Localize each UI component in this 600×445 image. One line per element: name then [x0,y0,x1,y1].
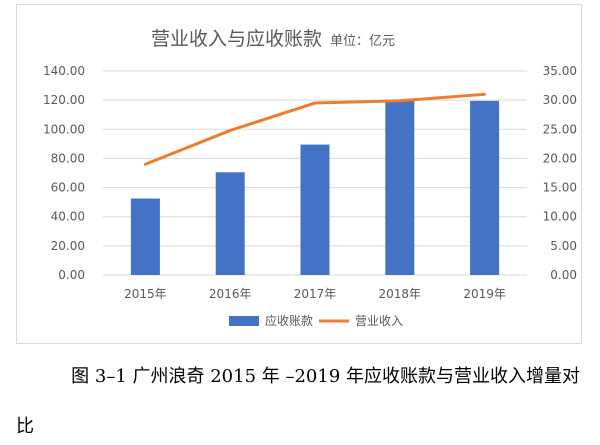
bar [385,100,415,275]
y-left-tick-label: 20.00 [51,239,85,253]
combo-chart: 营业收入与应收账款 单位：亿元 0.00 20.00 40.00 60.00 80.00 10… [43,28,577,328]
y-right-tick-label: 35.00 [543,64,577,78]
y-right-tick-label: 20.00 [543,151,577,165]
chart-frame: 营业收入与应收账款 单位：亿元 0.00 20.00 40.00 60.00 80.00 10… [16,4,582,344]
y-left-tick-label: 100.00 [43,122,85,136]
y-right-tick-label: 30.00 [543,93,577,107]
x-tick-label: 2017年 [294,287,337,301]
y-left-tick-label: 40.00 [51,210,85,224]
x-tick-label: 2016年 [209,287,252,301]
y-left-tick-label: 80.00 [51,151,85,165]
y-right-tick-label: 15.00 [543,181,577,195]
legend-line-label: 营业收入 [355,314,403,328]
y-left-tick-label: 120.00 [43,93,85,107]
bar [215,172,245,275]
x-tick-label: 2019年 [463,287,506,301]
chart-unit-label: 单位：亿元 [330,34,395,49]
figure-caption-line-2: 比 [16,416,34,437]
bar [300,144,330,275]
y-left-tick-label: 60.00 [51,181,85,195]
y-right-tick-label: 5.00 [550,239,577,253]
x-tick-label: 2018年 [379,287,422,301]
bar [470,100,500,275]
legend-bar-swatch [229,316,259,326]
y-left-tick-label: 0.00 [58,268,85,282]
chart-title: 营业收入与应收账款 [151,28,322,50]
y-right-tick-label: 10.00 [543,210,577,224]
y-right-tick-label: 25.00 [543,122,577,136]
bar [130,198,160,275]
x-tick-label: 2015年 [124,287,167,301]
y-left-tick-label: 140.00 [43,64,85,78]
legend-bar-label: 应收账款 [265,313,313,328]
figure-caption-line-1: 图 3–1 广州浪奇 2015 年 –2019 年应收账款与营业收入增量对 [71,366,580,387]
y-right-tick-label: 0.00 [550,268,577,282]
